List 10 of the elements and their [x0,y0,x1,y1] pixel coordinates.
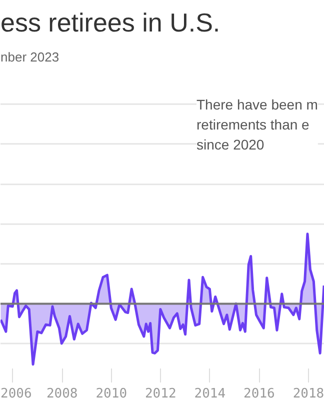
text: There have been m retirements than e since 2020 [196,96,318,152]
x-tick-label: 2010 [96,386,128,400]
x-tick-label: 2008 [46,386,78,400]
x-tick-label: 2012 [145,386,176,400]
x-tick-label: 2018 [292,386,324,400]
chart-title: ess retirees in U.S. [0,8,220,38]
x-tick-label: 2014 [194,386,226,400]
chart-subtitle: nber 2023 [0,50,60,64]
x-tick-label: 2006 [0,386,32,400]
x-tick-label: 2016 [244,386,275,400]
